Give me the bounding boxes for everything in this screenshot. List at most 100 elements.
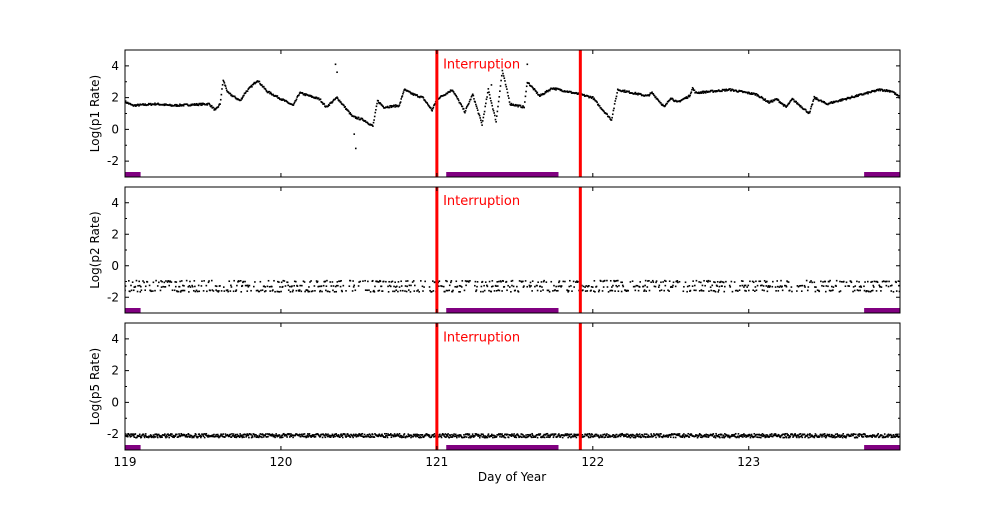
data-point: [592, 96, 594, 98]
data-point: [169, 103, 171, 106]
data-point: [198, 433, 201, 435]
data-point: [219, 434, 222, 437]
data-point: [465, 433, 467, 435]
data-point: [641, 433, 644, 436]
data-point: [404, 436, 407, 439]
data-point: [887, 285, 890, 288]
data-point: [883, 436, 885, 439]
data-point: [210, 279, 213, 282]
data-point: [856, 94, 858, 96]
data-point: [869, 434, 872, 437]
data-point: [428, 105, 430, 107]
data-point: [728, 284, 731, 287]
data-point: [599, 436, 601, 438]
data-point: [154, 433, 156, 436]
data-point: [386, 435, 388, 437]
data-point: [760, 434, 763, 436]
data-point: [778, 286, 781, 288]
data-point: [581, 434, 584, 436]
data-point: [707, 434, 709, 436]
data-point: [569, 435, 571, 438]
data-point: [460, 435, 462, 438]
data-point: [569, 279, 571, 282]
data-point: [416, 433, 418, 436]
data-point: [315, 96, 318, 99]
data-point: [168, 436, 171, 439]
data-point: [857, 95, 859, 97]
shaded-span: [125, 308, 141, 313]
data-point: [431, 109, 433, 112]
data-point: [323, 434, 326, 437]
data-point: [422, 96, 424, 98]
data-point: [506, 289, 508, 292]
data-point: [307, 435, 310, 438]
data-point: [422, 97, 425, 99]
data-point: [598, 105, 601, 107]
data-point: [655, 280, 658, 282]
data-point: [408, 90, 411, 93]
data-point: [576, 280, 578, 283]
data-point: [545, 91, 547, 94]
data-point: [632, 434, 634, 436]
data-point: [398, 435, 400, 437]
data-point: [693, 89, 696, 92]
data-point: [492, 285, 494, 288]
data-point: [620, 433, 622, 435]
data-point: [711, 89, 714, 92]
data-point: [770, 435, 772, 437]
data-point: [310, 280, 312, 282]
data-point: [823, 435, 825, 438]
data-point: [755, 280, 757, 283]
data-point: [495, 121, 497, 123]
data-point: [501, 433, 503, 435]
data-point: [662, 281, 664, 283]
data-point: [182, 104, 184, 106]
data-point: [375, 109, 377, 111]
data-point: [385, 280, 387, 283]
data-point: [765, 285, 768, 287]
data-point: [388, 280, 390, 283]
y-axis-label: Log(p2 Rate): [88, 211, 102, 288]
data-point: [502, 434, 505, 437]
data-point: [378, 101, 380, 104]
data-point: [498, 280, 500, 283]
data-point: [215, 433, 218, 436]
data-point: [236, 284, 238, 287]
data-point: [423, 286, 425, 288]
data-point: [332, 436, 335, 438]
data-point: [224, 436, 226, 438]
data-point: [638, 286, 641, 288]
data-point: [653, 94, 656, 97]
data-point: [781, 433, 784, 436]
data-point: [357, 434, 360, 436]
data-point: [271, 435, 273, 437]
data-point: [583, 93, 585, 96]
data-point: [801, 284, 804, 287]
data-point: [812, 100, 814, 102]
data-point: [227, 91, 230, 94]
data-point: [647, 434, 650, 437]
data-point: [272, 93, 274, 96]
data-point: [544, 434, 547, 436]
data-point: [364, 279, 366, 282]
data-point: [857, 289, 860, 292]
data-point: [533, 88, 536, 91]
data-point: [319, 290, 321, 293]
data-point: [429, 289, 431, 292]
data-point: [674, 433, 676, 436]
data-point: [130, 435, 133, 437]
data-point: [311, 290, 314, 292]
data-point: [392, 105, 395, 108]
data-point: [664, 284, 667, 287]
data-point: [603, 110, 605, 113]
data-point: [345, 435, 348, 437]
data-point: [327, 105, 329, 107]
data-point: [871, 280, 873, 283]
data-point: [660, 103, 663, 106]
data-point: [584, 290, 587, 292]
data-point: [624, 433, 626, 436]
data-point: [514, 434, 517, 437]
data-point: [856, 289, 859, 291]
data-point: [534, 285, 536, 288]
data-point: [492, 108, 494, 110]
